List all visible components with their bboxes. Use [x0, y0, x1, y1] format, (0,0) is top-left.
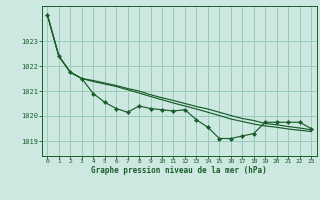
X-axis label: Graphe pression niveau de la mer (hPa): Graphe pression niveau de la mer (hPa): [91, 166, 267, 175]
